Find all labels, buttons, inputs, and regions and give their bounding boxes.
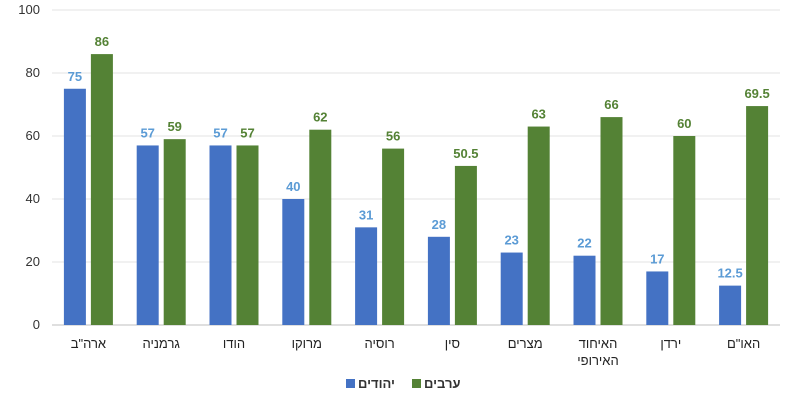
data-label: 17 xyxy=(650,251,664,266)
data-label: 63 xyxy=(531,107,545,122)
bar-series-2 xyxy=(90,54,113,325)
data-label: 57 xyxy=(140,125,154,140)
bar-series-1 xyxy=(573,255,596,325)
bar-series-2 xyxy=(309,129,332,325)
data-label: 31 xyxy=(359,207,373,222)
data-label: 12.5 xyxy=(717,266,742,281)
y-tick-label: 40 xyxy=(26,191,40,206)
bar-series-1 xyxy=(63,88,86,325)
x-category-label: רוסיה xyxy=(364,336,394,351)
x-category-label: גרמניה xyxy=(142,336,180,351)
bar-series-2 xyxy=(746,106,769,325)
x-category-label: האיחוד xyxy=(579,336,618,351)
data-label: 59 xyxy=(167,119,181,134)
legend-swatch xyxy=(346,379,355,388)
data-label: 50.5 xyxy=(453,146,478,161)
bar-series-2 xyxy=(236,145,259,325)
data-label: 69.5 xyxy=(744,86,769,101)
x-category-label: ארה"ב xyxy=(71,336,106,351)
y-tick-label: 80 xyxy=(26,65,40,80)
legend-label: יהודים xyxy=(358,376,395,391)
data-label: 22 xyxy=(577,236,591,251)
x-category-label: ירדן xyxy=(660,336,681,351)
bar-series-2 xyxy=(163,139,186,325)
data-label: 62 xyxy=(313,110,327,125)
y-tick-label: 60 xyxy=(26,128,40,143)
data-label: 75 xyxy=(68,69,82,84)
y-tick-label: 0 xyxy=(33,317,40,332)
data-label: 56 xyxy=(386,129,400,144)
x-category-label: מרוקו xyxy=(292,336,322,351)
x-category-label: האירופי xyxy=(577,353,618,368)
bar-series-1 xyxy=(282,199,305,325)
x-category-label: האו"ם xyxy=(727,336,760,351)
data-label: 57 xyxy=(213,125,227,140)
x-category-label: מצרים xyxy=(508,336,543,351)
bar-series-1 xyxy=(646,271,669,325)
x-category-label: הודו xyxy=(223,336,245,351)
bar-series-2 xyxy=(600,117,623,325)
data-label: 86 xyxy=(95,34,109,49)
data-label: 40 xyxy=(286,179,300,194)
x-category-label: סין xyxy=(445,336,460,351)
bar-series-2 xyxy=(454,165,477,325)
bar-series-2 xyxy=(673,136,696,325)
data-label: 23 xyxy=(504,233,518,248)
bar-series-1 xyxy=(719,285,742,325)
bar-series-1 xyxy=(209,145,232,325)
bar-series-2 xyxy=(382,148,405,325)
bar-series-2 xyxy=(527,126,550,325)
legend: ערבים יהודים xyxy=(346,376,461,391)
bar-series-1 xyxy=(355,227,378,325)
data-label: 57 xyxy=(240,125,254,140)
legend-label: ערבים xyxy=(424,376,461,391)
y-tick-label: 20 xyxy=(26,254,40,269)
data-label: 28 xyxy=(432,217,446,232)
bar-series-1 xyxy=(427,236,450,325)
y-tick-label: 100 xyxy=(18,2,40,17)
legend-swatch xyxy=(412,379,421,388)
data-label: 60 xyxy=(677,116,691,131)
bar-series-1 xyxy=(136,145,159,325)
bar-series-1 xyxy=(500,252,523,325)
data-label: 66 xyxy=(604,97,618,112)
